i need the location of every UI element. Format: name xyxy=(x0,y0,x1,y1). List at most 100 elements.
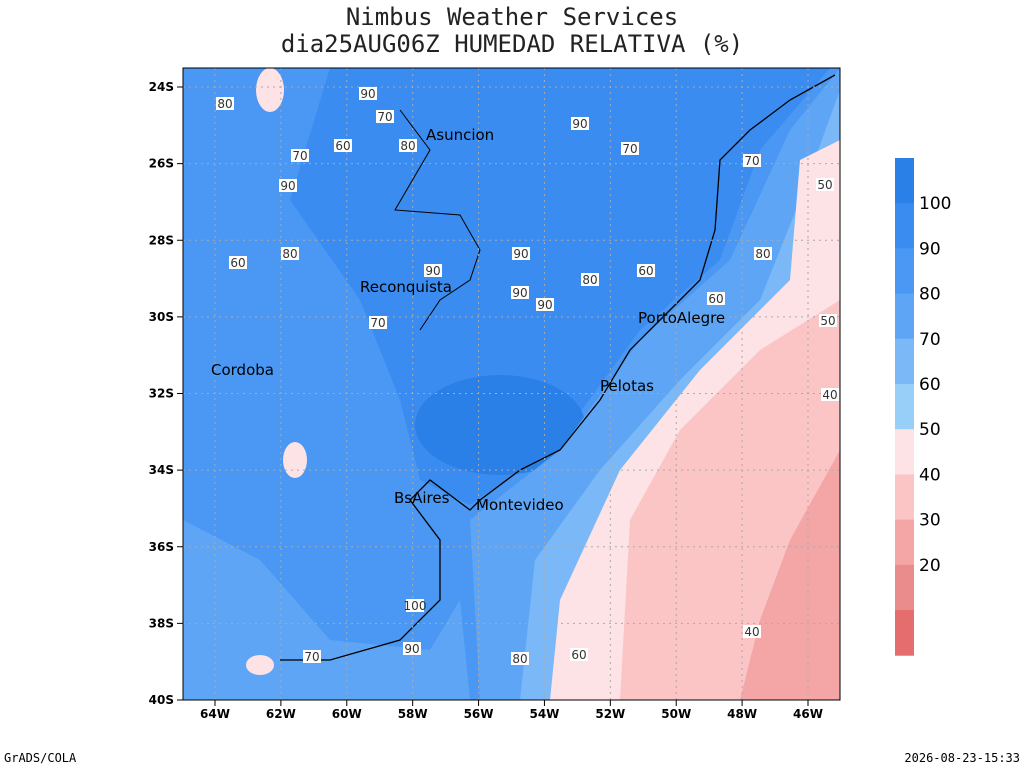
colorbar-swatch xyxy=(895,338,914,385)
contour-label-box xyxy=(637,264,655,277)
contour-label-box xyxy=(743,154,761,167)
contour-label: 60 xyxy=(230,256,245,270)
contour-label-box xyxy=(359,87,377,100)
colorbar-swatch xyxy=(895,610,914,656)
contour-label-box xyxy=(229,256,247,269)
lon-label: 52W xyxy=(595,707,625,721)
contour-label: 90 xyxy=(513,247,528,261)
contour-label: 80 xyxy=(217,97,232,111)
lat-label: 28S xyxy=(149,233,174,247)
contour-label-box xyxy=(399,139,417,152)
colorbar-label: 20 xyxy=(919,556,941,576)
colorbar-swatch xyxy=(895,474,914,521)
lon-label: 58W xyxy=(398,707,428,721)
colorbar-swatch xyxy=(895,158,914,204)
contour-label-box xyxy=(570,648,588,661)
colorbar-label: 90 xyxy=(919,239,941,259)
contour-label-box xyxy=(743,625,761,638)
contour-label: 60 xyxy=(571,648,586,662)
contour-label: 60 xyxy=(708,292,723,306)
city-label: Montevideo xyxy=(476,496,564,514)
colorbar-swatch xyxy=(895,293,914,340)
humidity-field xyxy=(183,68,840,700)
contour-label: 100 xyxy=(404,599,427,613)
field-patch xyxy=(246,655,274,675)
lon-label: 46W xyxy=(793,707,823,721)
lat-label: 30S xyxy=(149,310,174,324)
contour-label: 80 xyxy=(400,139,415,153)
lat-label: 38S xyxy=(149,616,174,630)
colorbar-swatch xyxy=(895,429,914,475)
contour-label: 50 xyxy=(820,314,835,328)
contour-label-box xyxy=(621,142,639,155)
contour-label: 90 xyxy=(425,264,440,278)
colorbar-swatch xyxy=(895,384,914,430)
contour-label-box xyxy=(406,599,424,612)
colorbar-swatch xyxy=(895,203,914,249)
border xyxy=(394,109,481,331)
field-90-100 xyxy=(290,68,830,505)
contour-label: 40 xyxy=(744,625,759,639)
footer-right: 2026-08-23-15:33 xyxy=(904,751,1020,765)
plot-frame xyxy=(182,67,841,701)
contour-label-box xyxy=(536,298,554,311)
contour-label-box xyxy=(334,139,352,152)
contour-label: 40 xyxy=(822,388,837,402)
field-30-40 xyxy=(740,450,840,700)
contour-label: 80 xyxy=(755,247,770,261)
contour-label-box xyxy=(512,247,530,260)
lon-label: 56W xyxy=(464,707,494,721)
colorbar-label: 100 xyxy=(919,194,951,214)
lat-label: 24S xyxy=(149,80,174,94)
lon-label: 64W xyxy=(200,707,230,721)
field-patch xyxy=(283,442,307,478)
coastline xyxy=(280,74,836,661)
contour-label-box xyxy=(707,292,725,305)
city-label: Reconquista xyxy=(360,278,452,296)
contour-label-box xyxy=(291,149,309,162)
field-patch xyxy=(256,68,284,112)
lat-label: 26S xyxy=(149,157,174,171)
colorbar-swatch xyxy=(895,519,914,566)
footer-left: GrADS/COLA xyxy=(4,751,77,765)
colorbar-swatch xyxy=(895,248,914,295)
contour-label-box xyxy=(571,117,589,130)
lat-label: 40S xyxy=(149,693,174,707)
colorbar-label: 30 xyxy=(919,511,941,531)
contour-label: 90 xyxy=(280,179,295,193)
city-label: Pelotas xyxy=(600,377,654,395)
contour-label-box xyxy=(581,273,599,286)
contour-label: 50 xyxy=(817,178,832,192)
lon-label: 60W xyxy=(332,707,362,721)
title: Nimbus Weather Services xyxy=(346,3,678,31)
subtitle: dia25AUG06Z HUMEDAD RELATIVA (%) xyxy=(281,30,743,58)
contour-label: 80 xyxy=(582,273,597,287)
contour-label: 80 xyxy=(512,652,527,666)
contour-label-box xyxy=(816,178,834,191)
city-label: PortoAlegre xyxy=(638,309,725,327)
contour-label: 70 xyxy=(370,316,385,330)
city-label: Cordoba xyxy=(211,361,274,379)
colorbar-swatch xyxy=(895,564,914,611)
contour-label: 80 xyxy=(282,247,297,261)
contour-label-box xyxy=(403,642,421,655)
colorbar-label: 60 xyxy=(919,375,941,395)
lon-label: 48W xyxy=(727,707,757,721)
colorbar-label: 50 xyxy=(919,420,941,440)
contour-label-box xyxy=(303,650,321,663)
contour-label-box xyxy=(511,652,529,665)
city-label: BsAires xyxy=(394,489,450,507)
contour-label-box xyxy=(511,286,529,299)
contour-label: 70 xyxy=(744,154,759,168)
lat-label: 34S xyxy=(149,463,174,477)
contour-label-box xyxy=(376,110,394,123)
contour-label-box xyxy=(281,247,299,260)
colorbar-label: 80 xyxy=(919,285,941,305)
contour-label-box xyxy=(754,247,772,260)
contour-label-box xyxy=(279,179,297,192)
contour-label: 60 xyxy=(638,264,653,278)
contour-label-box xyxy=(369,316,387,329)
contour-label: 70 xyxy=(622,142,637,156)
lon-label: 62W xyxy=(266,707,296,721)
